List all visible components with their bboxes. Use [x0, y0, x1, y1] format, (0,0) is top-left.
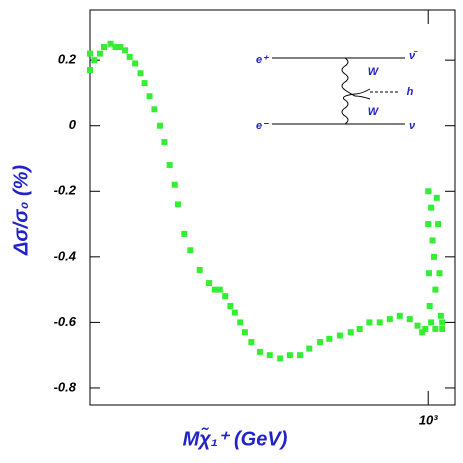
- point: [87, 66, 93, 73]
- diagram-label: W: [368, 106, 380, 118]
- point: [141, 80, 148, 87]
- point: [317, 339, 324, 346]
- point: [336, 332, 343, 339]
- point: [386, 316, 393, 323]
- point: [117, 44, 124, 51]
- point: [166, 162, 173, 169]
- point: [277, 355, 284, 362]
- y-tick-label: 0.2: [58, 52, 77, 67]
- y-tick-label: -0.2: [54, 183, 77, 198]
- point: [187, 247, 194, 254]
- point: [132, 60, 139, 67]
- point: [437, 312, 444, 319]
- point: [428, 204, 435, 211]
- point: [227, 303, 234, 310]
- point: [256, 348, 263, 355]
- point: [356, 325, 363, 332]
- y-tick-label: 0: [69, 117, 77, 132]
- point: [122, 47, 129, 54]
- point: [211, 286, 218, 293]
- point: [426, 303, 433, 310]
- point: [439, 325, 446, 332]
- point: [430, 253, 437, 260]
- point: [146, 93, 153, 100]
- point: [419, 329, 426, 336]
- point: [126, 53, 133, 60]
- point: [237, 319, 244, 326]
- x-tick-label: 10³: [419, 412, 438, 427]
- x-axis-label: Mχ̃₁⁺ (GeV): [183, 426, 288, 450]
- point: [422, 325, 429, 332]
- point: [326, 335, 333, 342]
- point: [432, 286, 439, 293]
- point: [435, 221, 442, 228]
- point: [107, 40, 114, 47]
- point: [216, 286, 223, 293]
- point: [266, 352, 273, 359]
- point: [286, 352, 293, 359]
- point: [248, 339, 255, 346]
- point: [425, 221, 432, 228]
- point: [161, 139, 168, 146]
- point: [297, 352, 304, 359]
- point: [241, 329, 248, 336]
- point: [439, 319, 446, 326]
- point: [171, 181, 178, 188]
- point: [206, 280, 213, 287]
- point: [87, 50, 93, 57]
- diagram-label: ν̄: [409, 50, 418, 62]
- point: [347, 329, 354, 336]
- point: [222, 293, 229, 300]
- point: [151, 106, 158, 113]
- point: [174, 201, 181, 208]
- point: [406, 316, 413, 323]
- point: [433, 194, 440, 201]
- diagram-label: W: [368, 66, 380, 78]
- point: [425, 270, 432, 277]
- point: [429, 237, 436, 244]
- point: [181, 230, 188, 237]
- point: [231, 309, 238, 316]
- point: [196, 266, 203, 273]
- point: [100, 44, 107, 51]
- point: [432, 325, 439, 332]
- y-tick-label: -0.8: [54, 379, 77, 394]
- diagram-label: e⁺: [256, 54, 269, 66]
- point: [306, 345, 313, 352]
- point: [428, 319, 435, 326]
- point: [96, 50, 103, 57]
- diagram-label: e⁻: [256, 120, 269, 132]
- point: [425, 188, 432, 195]
- feynman-diagram: [272, 57, 405, 125]
- diagram-label: h: [407, 86, 414, 98]
- point: [112, 44, 119, 51]
- point: [137, 70, 144, 77]
- plot-frame: [89, 9, 456, 406]
- point: [414, 322, 421, 329]
- y-axis-label: Δσ/σ₀ (%): [10, 165, 32, 256]
- point: [366, 319, 373, 326]
- y-tick-label: -0.4: [54, 248, 77, 263]
- point: [91, 57, 98, 64]
- point: [436, 270, 443, 277]
- diagram-label: ν: [409, 120, 416, 132]
- y-tick-label: -0.6: [54, 314, 77, 329]
- point: [376, 319, 383, 326]
- point: [156, 122, 163, 129]
- point: [396, 312, 403, 319]
